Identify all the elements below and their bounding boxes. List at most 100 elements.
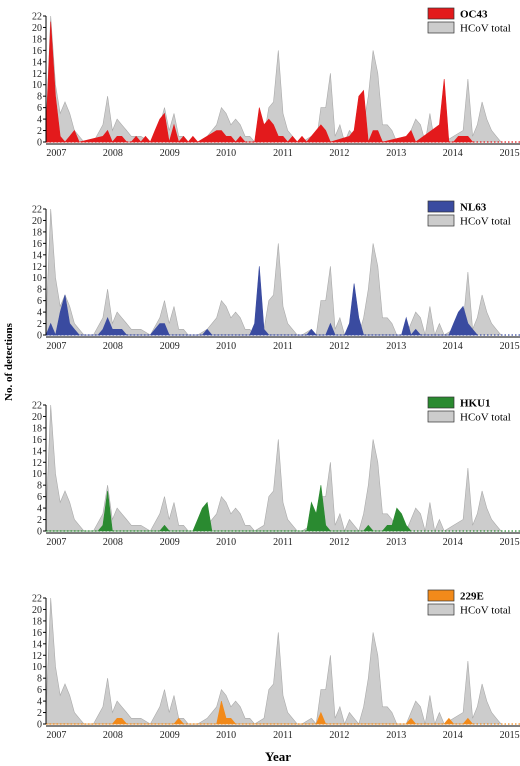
x-tick-label: 2013 [386,537,406,548]
y-tick-label: 22 [32,594,42,605]
y-tick-label: 18 [32,227,42,238]
x-tick-label: 2013 [386,148,406,159]
legend-swatch-total [427,410,455,423]
y-tick-label: 4 [37,697,42,708]
x-tick-label: 2010 [216,730,236,741]
y-tick-label: 8 [37,285,42,296]
x-tick-label: 2007 [46,537,66,548]
y-tick-label: 2 [37,126,42,137]
legend-label-series: HKU1 [460,398,491,410]
x-tick-label: 2012 [329,537,349,548]
x-tick-label: 2008 [103,537,123,548]
y-tick-label: 6 [37,492,42,503]
legend-label-total: HCoV total [460,605,511,617]
y-tick-label: 20 [32,605,42,616]
y-tick-label: 20 [32,23,42,34]
y-tick-label: 18 [32,34,42,45]
legend-label-total: HCoV total [460,216,511,228]
y-tick-label: 4 [37,115,42,126]
y-tick-label: 0 [37,331,42,342]
x-tick-label: 2015 [500,148,520,159]
y-tick-label: 10 [32,273,42,284]
x-tick-label: 2015 [500,341,520,352]
legend-label-series: NL63 [460,202,487,214]
x-tick-label: 2008 [103,341,123,352]
x-tick-label: 2015 [500,537,520,548]
x-tick-label: 2011 [273,537,293,548]
legend-swatch-total [427,21,455,34]
hcov-total-area [45,404,502,533]
x-tick-label: 2010 [216,341,236,352]
y-tick-label: 22 [32,12,42,23]
legend-swatch-series [427,200,455,213]
x-tick-label: 2015 [500,730,520,741]
y-tick-label: 4 [37,504,42,515]
y-tick-label: 10 [32,662,42,673]
x-tick-label: 2014 [443,148,463,159]
x-tick-label: 2009 [160,730,180,741]
legend-swatch-series [427,396,455,409]
y-tick-label: 16 [32,46,42,57]
x-tick-label: 2012 [329,148,349,159]
y-tick-label: 6 [37,685,42,696]
legend-swatch-total [427,214,455,227]
y-tick-label: 12 [32,262,42,273]
y-tick-label: 2 [37,319,42,330]
y-tick-label: 14 [32,57,42,68]
x-tick-label: 2011 [273,148,293,159]
y-tick-label: 12 [32,69,42,80]
hcov-total-area [45,597,502,726]
x-tick-label: 2010 [216,148,236,159]
legend-label-series: OC43 [460,9,488,21]
x-tick-label: 2007 [46,730,66,741]
x-tick-label: 2009 [160,537,180,548]
y-tick-label: 8 [37,92,42,103]
x-axis-title: Year [265,749,291,764]
y-tick-label: 18 [32,616,42,627]
y-tick-label: 2 [37,515,42,526]
y-tick-label: 0 [37,138,42,149]
y-tick-label: 8 [37,674,42,685]
y-tick-label: 12 [32,458,42,469]
y-tick-label: 20 [32,412,42,423]
y-tick-label: 12 [32,651,42,662]
y-tick-label: 10 [32,80,42,91]
x-tick-label: 2010 [216,537,236,548]
y-tick-label: 22 [32,205,42,216]
y-tick-label: 0 [37,720,42,731]
hcov-total-area [45,15,502,144]
legend-label-series: 229E [460,591,484,603]
legend-swatch-series [427,589,455,602]
x-tick-label: 2009 [160,341,180,352]
x-tick-label: 2014 [443,341,463,352]
legend-label-total: HCoV total [460,412,511,424]
x-tick-label: 2013 [386,730,406,741]
x-tick-label: 2012 [329,341,349,352]
series-area-nl63 [45,266,478,337]
y-tick-label: 16 [32,628,42,639]
y-tick-label: 14 [32,446,42,457]
x-tick-label: 2011 [273,341,293,352]
y-tick-label: 14 [32,639,42,650]
y-tick-label: 2 [37,708,42,719]
y-tick-label: 14 [32,250,42,261]
y-tick-label: 6 [37,103,42,114]
y-tick-label: 20 [32,216,42,227]
x-tick-label: 2011 [273,730,293,741]
x-tick-label: 2007 [46,148,66,159]
y-tick-label: 4 [37,308,42,319]
y-tick-label: 16 [32,435,42,446]
x-tick-label: 2014 [443,537,463,548]
hcov-total-area [45,208,502,337]
y-tick-label: 18 [32,423,42,434]
y-tick-label: 8 [37,481,42,492]
legend-label-total: HCoV total [460,23,511,35]
y-axis-title: No. of detections [3,322,15,401]
y-tick-label: 6 [37,296,42,307]
